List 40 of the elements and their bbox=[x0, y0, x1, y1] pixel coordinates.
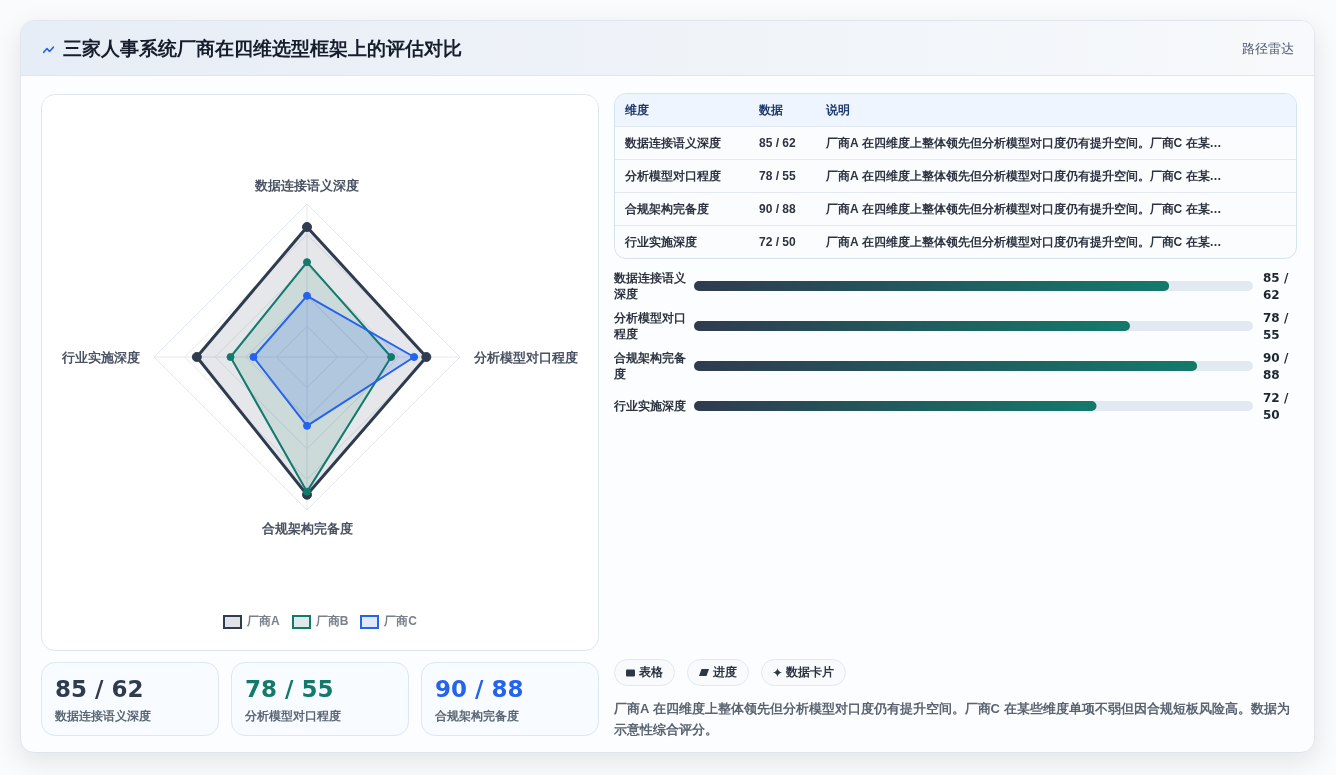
spoke-label: 数据连接语义深度 bbox=[254, 178, 359, 193]
text: 厂商A 在四维度上整体领先但分析模型对口度仍有提升空间。厂商C 在某… bbox=[826, 135, 1222, 150]
stat-card: 85 / 62 数据连接语义深度 bbox=[41, 662, 219, 736]
text: 厂商A 在四维度上整体领先但分析模型对口度仍有提升空间。厂商C 在某… bbox=[826, 234, 1222, 249]
text: 厂商A 在四维度上整体领先但分析模型对口度仍有提升空间。厂商C 在某些维度单项不弱但因合规短板风险高。数据为示意性综合评分。 bbox=[614, 701, 1290, 737]
data-label: 90 / 88 bbox=[1263, 350, 1289, 382]
text: 路径雷达 bbox=[1242, 41, 1294, 56]
spoke-label: 行业实施深度 bbox=[61, 349, 140, 365]
text: 厂商A 在四维度上整体领先但分析模型对口度仍有提升空间。厂商C 在某… bbox=[826, 201, 1222, 216]
category-label: 数据连接语义深度 bbox=[55, 709, 151, 723]
stat-card: 90 / 88 合规架构完备度 bbox=[421, 662, 599, 736]
y-tick-label: 行业实施深度 bbox=[613, 399, 686, 413]
text: 厂商A 在四维度上整体领先但分析模型对口度仍有提升空间。厂商C 在某… bbox=[826, 168, 1222, 183]
category-label: 合规架构完备度 bbox=[435, 709, 519, 723]
data-label: 85 / 62 bbox=[1263, 270, 1289, 302]
y-tick-label: 数据连接语义深度 bbox=[613, 271, 687, 301]
legend-label: 厂商C bbox=[384, 613, 417, 630]
y-tick-label: 分析模型对口程度 bbox=[613, 311, 686, 341]
category-label: 数据连接语义深度 bbox=[625, 135, 721, 150]
text: 85 / 62 bbox=[759, 136, 796, 150]
chip: 数据卡片 bbox=[761, 659, 846, 686]
category-label: 分析模型对口程度 bbox=[245, 709, 341, 723]
category-label: 合规架构完备度 bbox=[625, 201, 709, 216]
spoke-label: 合规架构完备度 bbox=[260, 521, 353, 537]
category-label: 分析模型对口程度 bbox=[625, 168, 721, 183]
legend-label: 厂商A bbox=[246, 613, 280, 630]
category-label: 行业实施深度 bbox=[625, 234, 697, 249]
chart-title: 三家人事系统厂商在四维选型框架上的评估对比 bbox=[63, 38, 462, 59]
table-header-row: 维度 数据 说明 bbox=[615, 94, 1296, 126]
y-tick-label: 合规架构完备度 bbox=[613, 351, 686, 381]
text: 78 / 55 bbox=[759, 169, 796, 183]
data-label: 72 / 50 bbox=[1263, 390, 1289, 422]
text: 90 / 88 bbox=[759, 202, 796, 216]
chip: 进度 bbox=[687, 659, 749, 686]
text: 72 / 50 bbox=[759, 235, 796, 249]
legend-label: 厂商B bbox=[315, 613, 349, 630]
chip: 表格 bbox=[614, 659, 675, 686]
spoke-label: 分析模型对口程度 bbox=[473, 349, 578, 365]
stat-card: 78 / 55 分析模型对口程度 bbox=[231, 662, 409, 736]
data-label: 78 / 55 bbox=[1263, 310, 1289, 342]
